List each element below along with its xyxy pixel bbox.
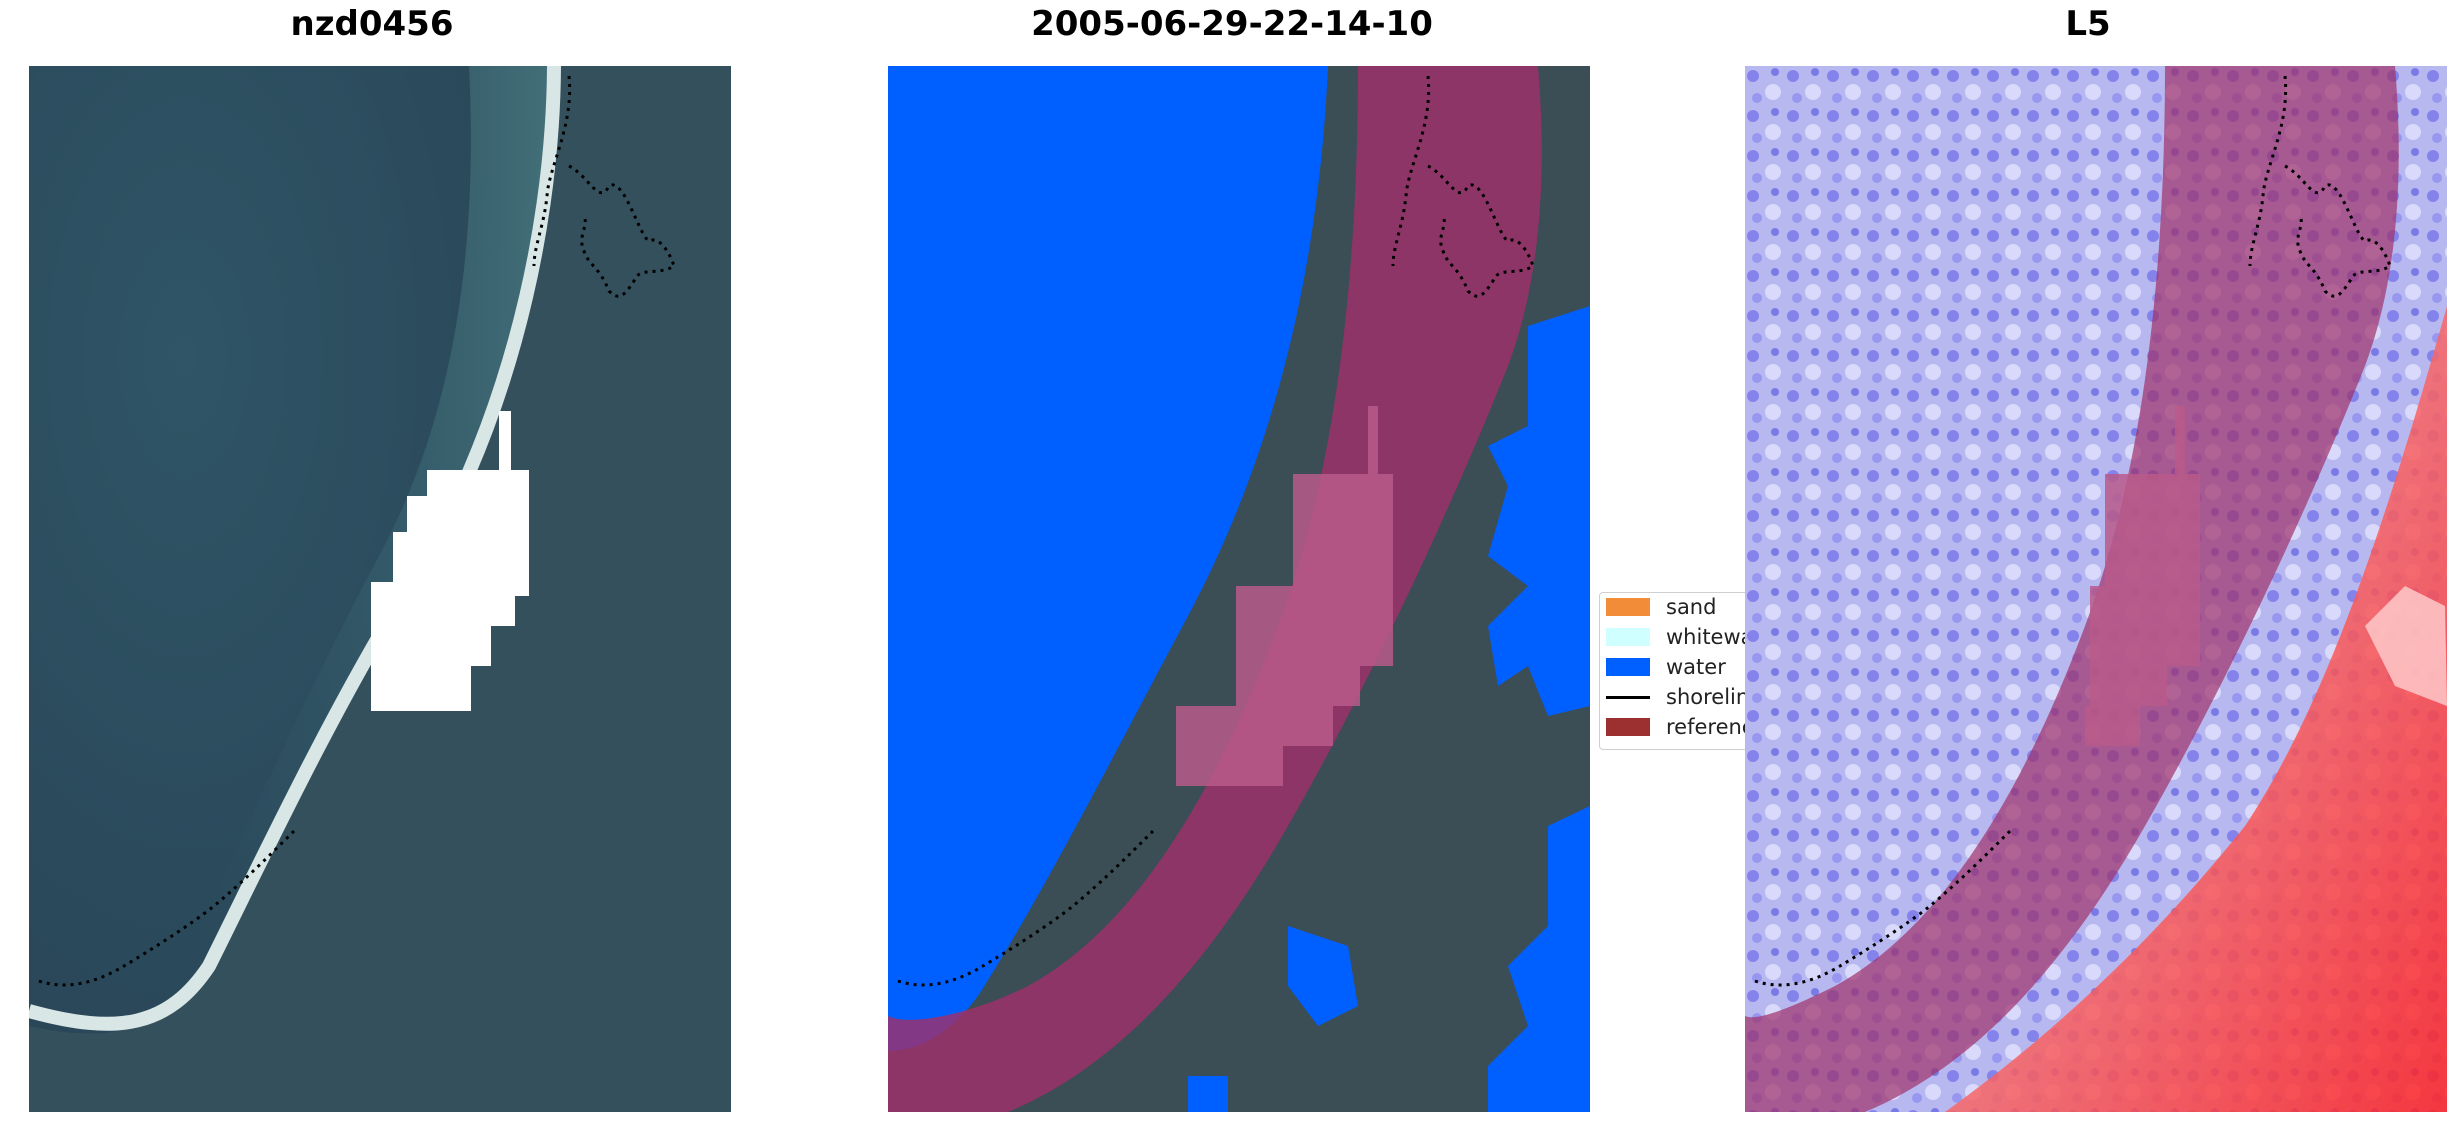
shallow-water [189,66,549,966]
imagery-panel [29,66,731,1112]
legend: sand whitewa water shorelin referenc [1599,592,1799,750]
mixed-region [2365,586,2447,706]
legend-label-reference: referenc [1666,715,1754,739]
water-class-inland-2 [1488,806,1590,1112]
water-class-inland-4 [1188,1076,1228,1112]
legend-label-water: water [1666,655,1726,679]
imagery-plot [29,66,731,1112]
legend-item-whitewater: whitewa [1606,625,1754,649]
reference-buffer-overlay [1745,66,2399,1112]
masked-cloud-patch [371,411,529,711]
panel-title-imagery: nzd0456 [290,4,454,44]
surf-line [29,66,561,1031]
index-plot [1745,66,2447,1112]
water-class [888,66,1328,1051]
legend-item-reference: referenc [1606,715,1753,739]
legend-item-water: water [1606,655,1726,679]
water-class-inland-1 [1488,306,1590,716]
masked-cloud-patch [2085,406,2200,746]
classification-panel [888,66,1590,1112]
classification-plot [888,66,1590,1112]
legend-item-shoreline: shorelin [1606,685,1749,709]
panel-title-index: L5 [2065,4,2111,44]
reference-buffer-overlay [888,66,1542,1112]
legend-label-shoreline: shorelin [1666,685,1750,709]
panel-title-classification: 2005-06-29-22-14-10 [1031,4,1433,44]
legend-label-sand: sand [1666,595,1717,619]
masked-cloud-patch [1176,406,1393,786]
legend-swatch-water [1606,658,1650,676]
legend-item-sand: sand [1606,595,1716,619]
high-index-region [1945,306,2447,1112]
legend-swatch-reference [1606,718,1650,736]
legend-swatch-shoreline [1606,695,1650,699]
water-class-inland-3 [1288,926,1358,1026]
index-panel [1745,66,2447,1112]
legend-label-whitewater: whitewa [1666,625,1754,649]
legend-swatch-whitewater [1606,628,1650,646]
legend-swatch-sand [1606,598,1650,616]
ocean-area [29,66,549,1034]
